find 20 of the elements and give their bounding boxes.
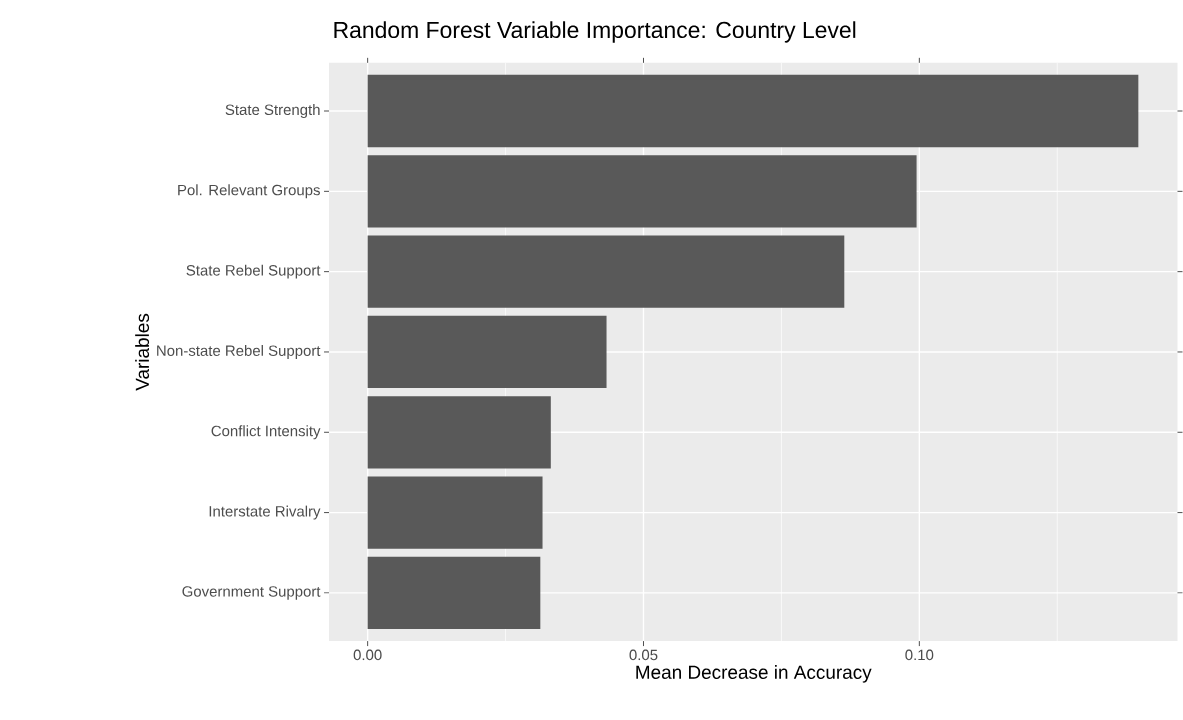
bar <box>367 155 917 228</box>
y-tick-label: Pol. Relevant Groups <box>178 184 320 199</box>
bar <box>367 476 543 549</box>
x-tick-label: 0.05 <box>629 649 658 661</box>
y-axis-title: Variables <box>135 313 150 391</box>
y-tick-label: State Rebel Support <box>186 264 321 279</box>
y-tick-label: Non-state Rebel Support <box>157 345 321 359</box>
y-tick-label: State Strength <box>225 104 320 119</box>
y-tick-label: Conflict Intensity <box>211 425 321 440</box>
x-axis-title: Mean Decrease in Accuracy <box>636 665 872 683</box>
y-tick-label: Interstate Rivalry <box>209 505 321 520</box>
chart-title: Random Forest Variable Importance: Country Level <box>334 21 856 43</box>
bar <box>367 235 845 308</box>
y-tick-label: Government Support <box>182 586 321 600</box>
bar <box>367 315 607 389</box>
x-tick-label: 0.10 <box>905 649 934 661</box>
bar <box>367 74 1139 148</box>
bar <box>367 396 551 469</box>
x-tick-label: 0.00 <box>353 649 382 661</box>
bar <box>367 556 541 630</box>
